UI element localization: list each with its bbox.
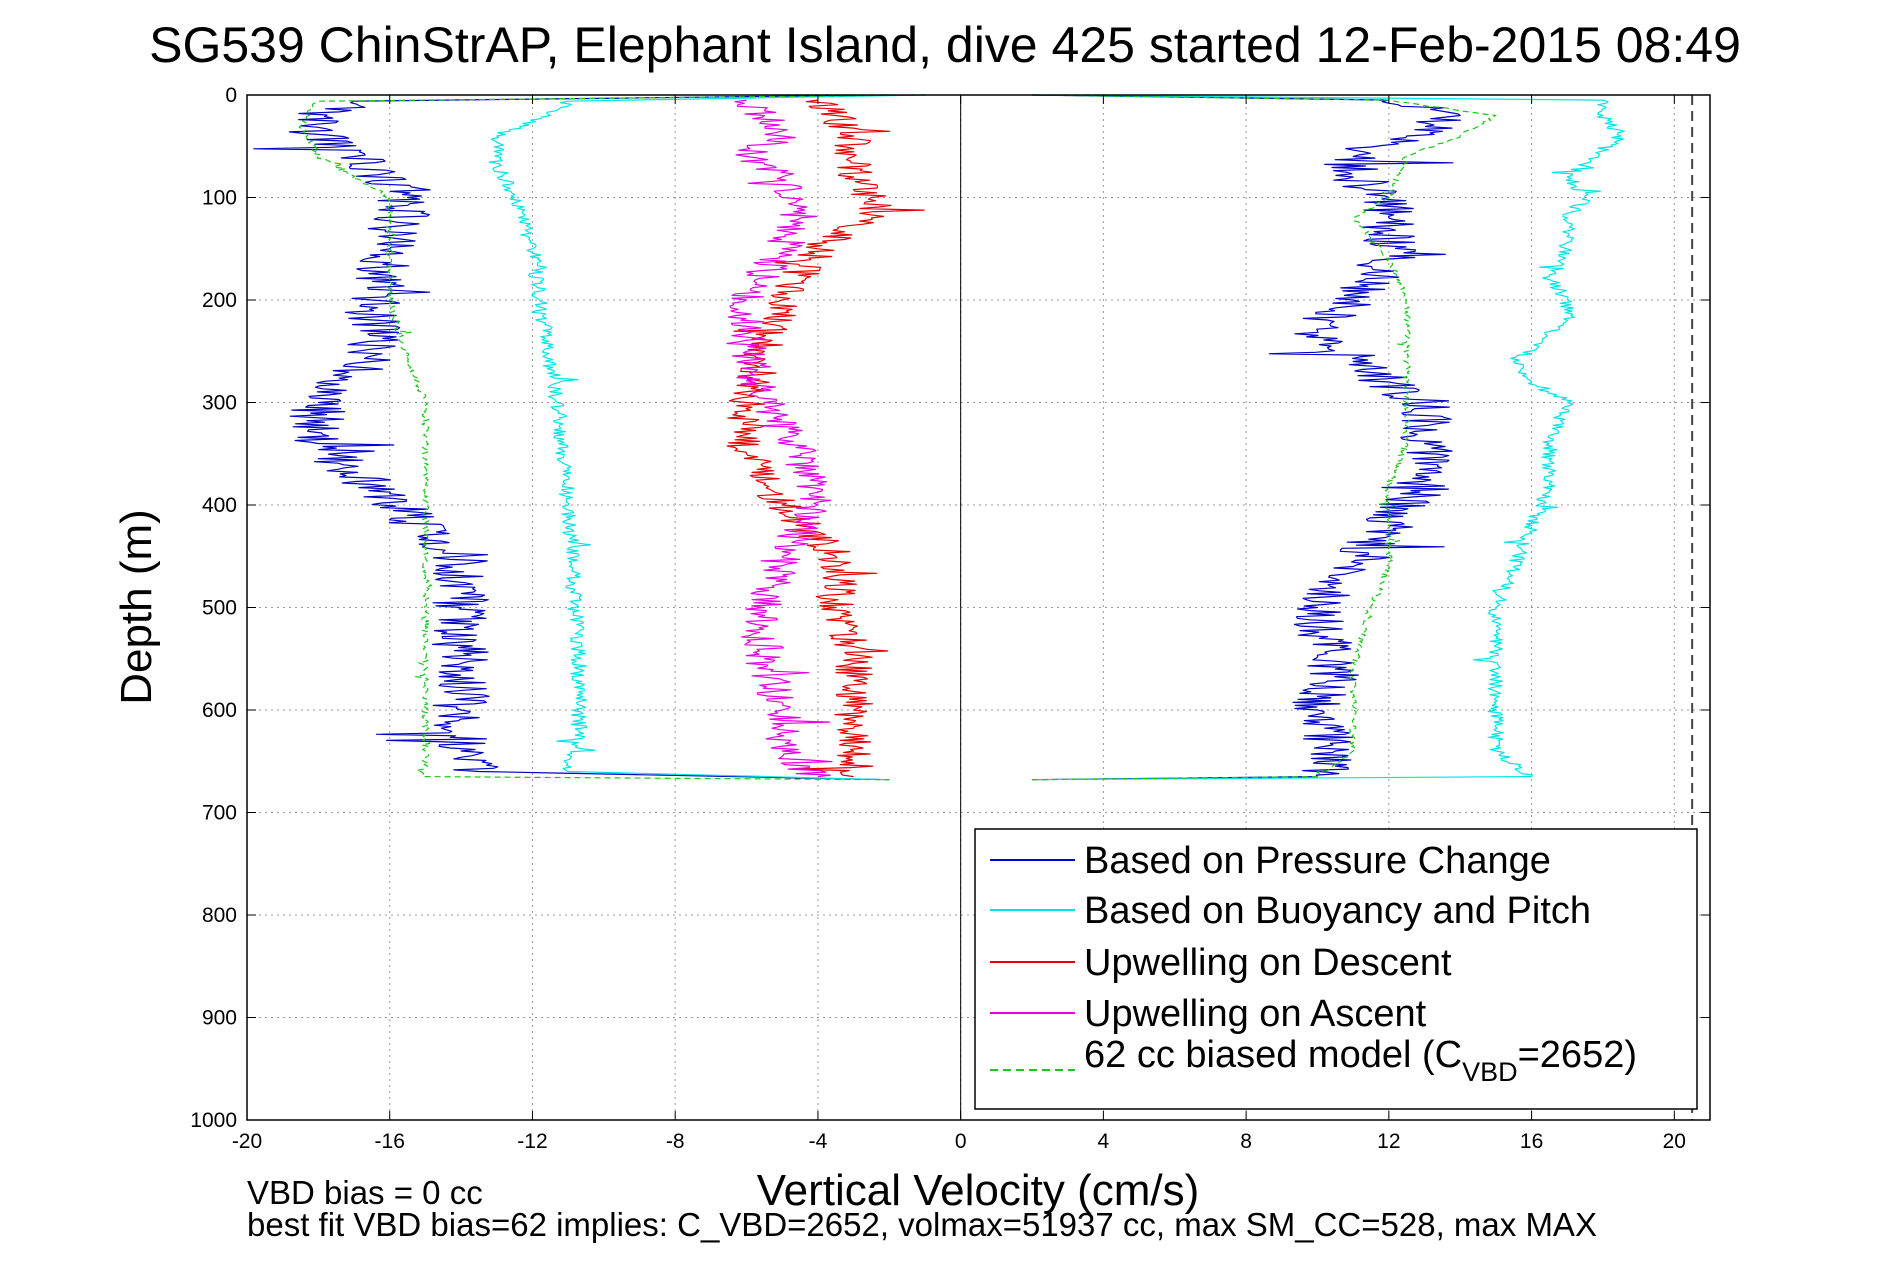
series-descent-profile-line — [726, 99, 925, 778]
y-tick-label: 800 — [202, 904, 237, 927]
series-pressure-ascent-line — [1031, 94, 1462, 781]
legend-model-subscript: VBD — [1462, 1057, 1518, 1087]
x-tick-label: 8 — [1240, 1130, 1252, 1153]
series-model — [298, 94, 1497, 781]
x-tick-label: -8 — [666, 1130, 685, 1153]
x-axis-label: Vertical Velocity (cm/s) — [757, 1166, 1200, 1215]
annotation-best-fit: best fit VBD bias=62 implies: C_VBD=2652… — [247, 1206, 1597, 1243]
x-tick-label: -12 — [517, 1130, 547, 1153]
series-pressure — [253, 94, 1462, 781]
y-tick-label: 700 — [202, 802, 237, 825]
legend-label-pressure: Based on Pressure Change — [1084, 840, 1551, 882]
y-tick-label: 600 — [202, 699, 237, 722]
series-model-ascent-line — [1031, 94, 1497, 781]
series-group — [253, 94, 1625, 781]
series-descent — [726, 99, 925, 778]
series-buoyancy-ascent-line — [1031, 94, 1625, 781]
y-tick-label: 900 — [202, 1007, 237, 1030]
axis-ticks: -20 -16 -12 -8 -4 0 4 8 12 16 20010020030040050060… — [190, 84, 1710, 1153]
chart-title: SG539 ChinStrAP, Elephant Island, dive 4… — [149, 17, 1741, 73]
y-tick-label: 100 — [202, 187, 237, 210]
y-axis-label: Depth (m) — [112, 509, 161, 705]
x-tick-label: -16 — [375, 1130, 405, 1153]
x-tick-label: 12 — [1377, 1130, 1400, 1153]
x-tick-label: 0 — [955, 1130, 967, 1153]
series-buoyancy — [488, 94, 1625, 781]
legend-label-descent: Upwelling on Descent — [1084, 942, 1452, 984]
x-tick-label: 4 — [1098, 1130, 1110, 1153]
series-buoyancy-descent-line — [488, 94, 926, 781]
legend: Based on Pressure Change Based on Buoyan… — [974, 828, 1698, 1110]
legend-model-prefix: 62 cc biased model (C — [1084, 1034, 1462, 1076]
x-tick-label: -20 — [232, 1130, 262, 1153]
y-tick-label: 300 — [202, 392, 237, 415]
legend-model-suffix: =2652) — [1518, 1034, 1637, 1076]
y-tick-label: 400 — [202, 494, 237, 517]
series-ascent-profile-line — [726, 99, 833, 778]
series-ascent — [726, 99, 833, 778]
y-tick-label: 500 — [202, 597, 237, 620]
y-tick-label: 0 — [225, 84, 237, 107]
legend-label-buoyancy: Based on Buoyancy and Pitch — [1084, 890, 1591, 932]
x-tick-label: 20 — [1663, 1130, 1686, 1153]
annotation-vbd-bias: VBD bias = 0 cc — [247, 1174, 483, 1211]
legend-label-model: 62 cc biased model (CVBD=2652) — [1084, 1034, 1637, 1087]
legend-label-ascent: Upwelling on Ascent — [1084, 993, 1427, 1035]
x-tick-label: 16 — [1520, 1130, 1543, 1153]
series-pressure-descent-line — [253, 94, 890, 781]
legend-box — [974, 828, 1698, 1110]
y-tick-label: 200 — [202, 289, 237, 312]
y-tick-label: 1000 — [190, 1109, 237, 1132]
x-tick-label: -4 — [809, 1130, 828, 1153]
